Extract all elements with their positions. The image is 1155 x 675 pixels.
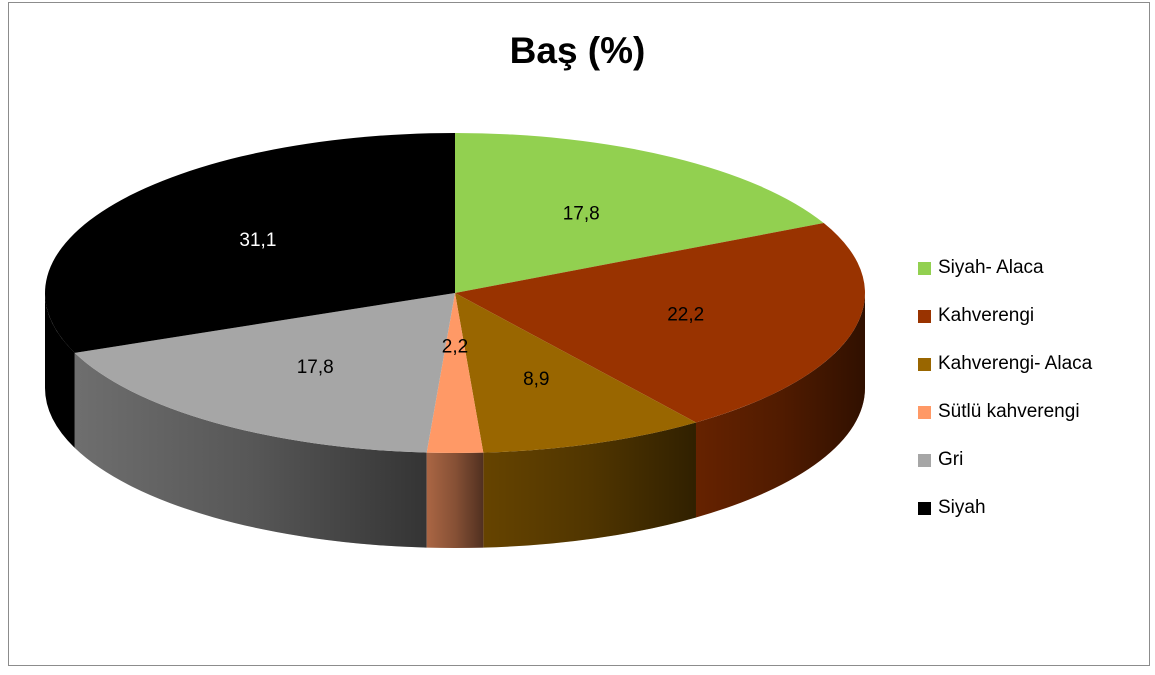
legend-item: Kahverengi (918, 292, 1092, 340)
legend-item: Siyah (918, 484, 1092, 532)
data-label-4: 17,8 (297, 357, 334, 378)
legend-label: Siyah (938, 497, 986, 518)
pie-slice-4 (74, 293, 455, 453)
legend-swatch (918, 261, 931, 275)
pie-slice-3 (426, 293, 484, 454)
pie-slice-side-shade-5 (45, 293, 75, 448)
legend-item: Siyah- Alaca (918, 244, 1092, 292)
data-label-3: 2,2 (442, 336, 468, 357)
pie-slice-side-shade-4 (74, 352, 427, 548)
legend-label: Kahverengi (938, 305, 1035, 326)
data-label-5: 31,1 (239, 230, 276, 251)
pie-slice-2 (455, 293, 696, 453)
legend-swatch (918, 453, 931, 467)
data-label-0: 17,8 (563, 203, 600, 224)
data-label-2: 8,9 (523, 369, 549, 390)
pie-slice-side-shade-1 (695, 293, 865, 518)
legend-label: Gri (938, 449, 964, 470)
chart-legend: Siyah- Alaca Kahverengi Kahverengi- Alaca S… (918, 244, 1092, 532)
legend-label: Siyah- Alaca (938, 257, 1044, 278)
pie-slice-side-shade-2 (483, 422, 696, 548)
legend-swatch (918, 501, 931, 515)
legend-label: Kahverengi- Alaca (938, 353, 1093, 374)
pie-slice-1 (455, 223, 866, 423)
legend-item: Gri (918, 436, 1092, 484)
legend-item: Kahverengi- Alaca (918, 340, 1092, 388)
pie-slice-side-shade-3 (426, 452, 484, 549)
data-label-1: 22,2 (667, 305, 704, 326)
pie-slice-0 (455, 133, 824, 293)
chart-title: Baş (%) (509, 30, 646, 71)
legend-swatch (918, 309, 931, 323)
legend-swatch (918, 357, 931, 371)
pie-slice-5 (45, 133, 455, 353)
legend-swatch (918, 405, 931, 419)
legend-label: Sütlü kahverengi (938, 401, 1080, 422)
legend-item: Sütlü kahverengi (918, 388, 1092, 436)
